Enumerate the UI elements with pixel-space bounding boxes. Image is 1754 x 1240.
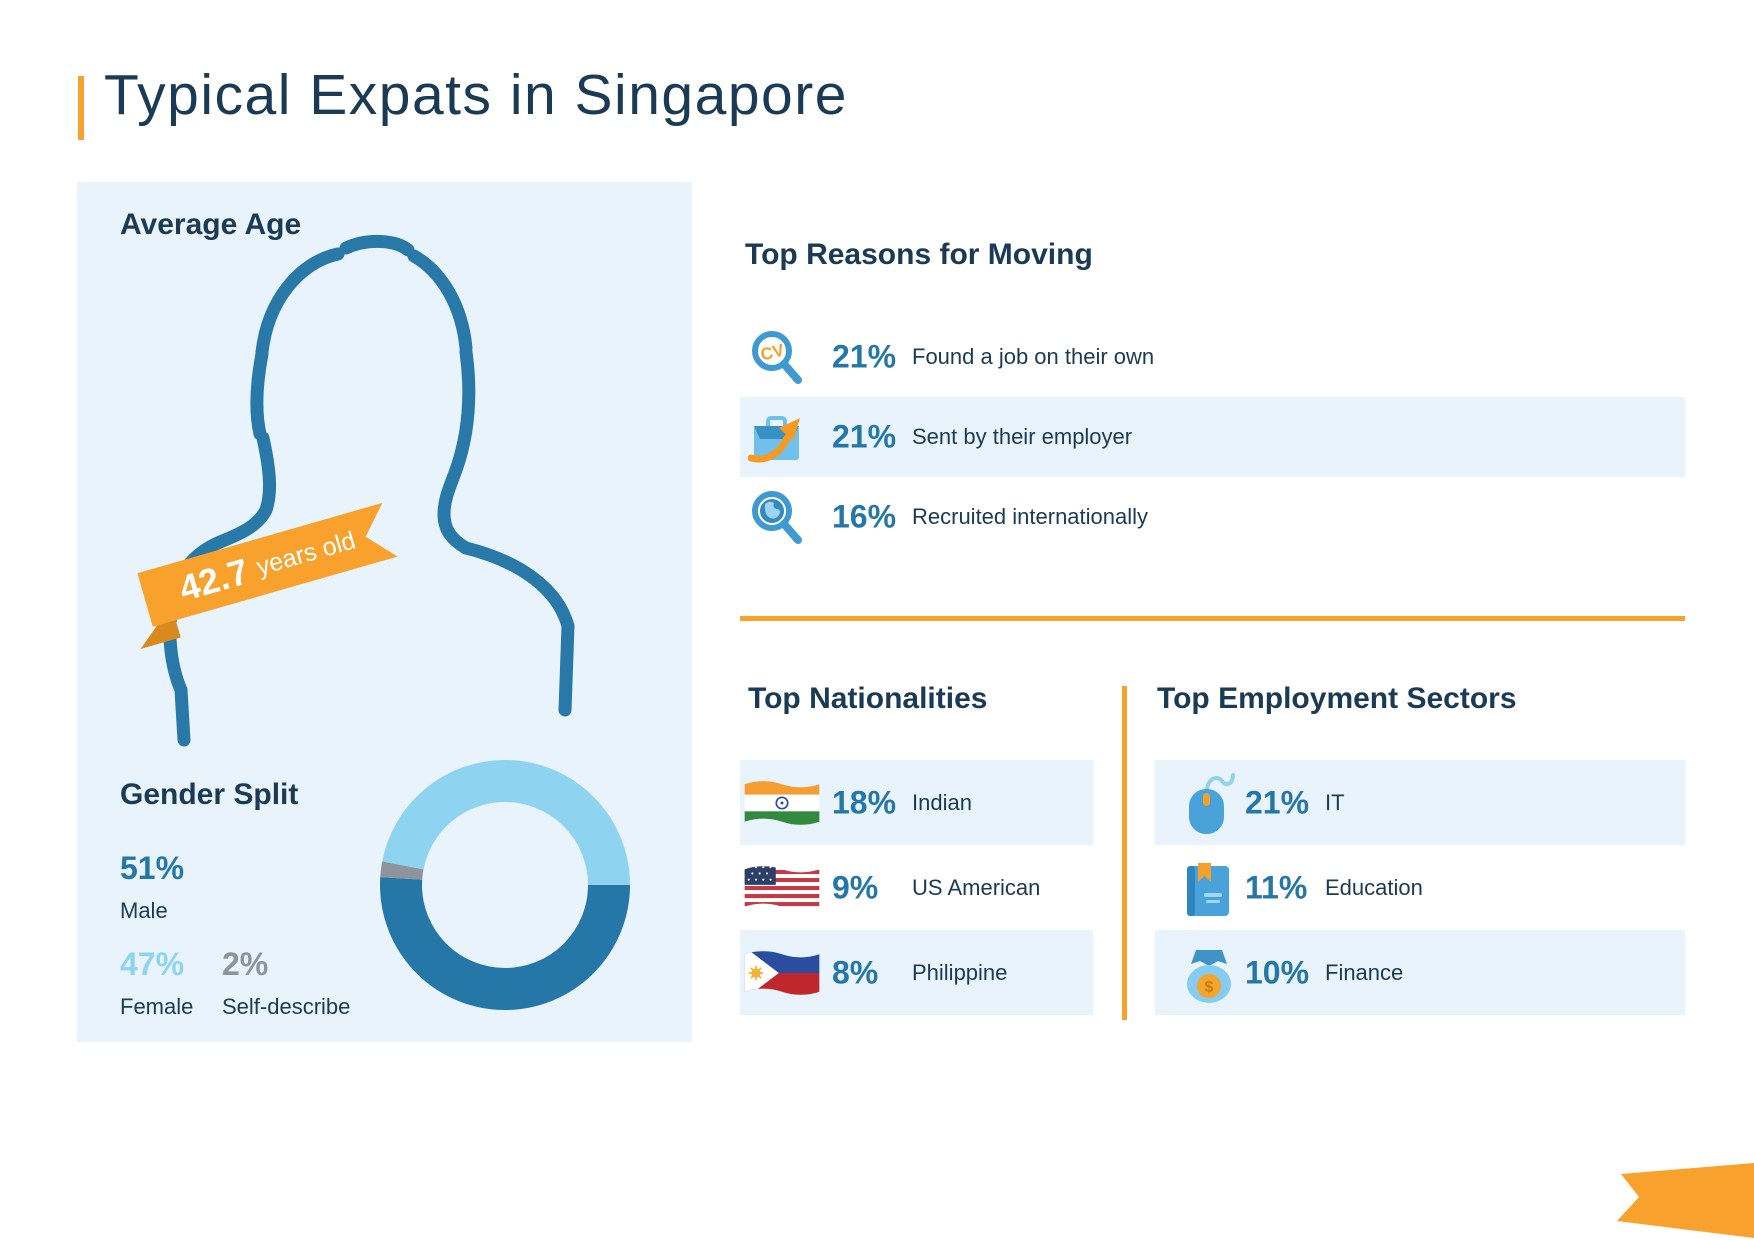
person-silhouette-icon [163,234,575,747]
sector-label: IT [1325,789,1345,815]
sector-percentage: 10% [1245,954,1310,990]
reason-row: CV 21% Found a job on their own [740,317,1685,397]
india-flag-icon [744,780,820,825]
average-age-heading: Average Age [120,208,302,241]
svg-text:$: $ [1205,979,1214,996]
sectors-heading: Top Employment Sectors [1157,682,1517,715]
female-percentage: 47% [120,946,185,982]
reason-label: Found a job on their own [912,344,1155,369]
reason-label: Sent by their employer [912,424,1133,449]
briefcase-arrow-icon [748,416,800,463]
vertical-divider [1122,686,1127,1020]
computer-mouse-icon [1189,772,1235,834]
nationality-percentage: 18% [832,784,897,820]
us-flag-icon [744,865,820,910]
sector-label: Finance [1325,959,1404,985]
gender-split-heading: Gender Split [120,778,299,811]
reason-percentage: 21% [832,418,897,455]
nationality-label: US American [912,874,1041,900]
male-label: Male [120,898,168,923]
donut-segment-female [380,760,630,1010]
reason-label: Recruited internationally [912,504,1149,529]
self-describe-label: Self-describe [222,994,351,1019]
female-label: Female [120,994,194,1019]
sector-row: $ 10% Finance [1155,930,1685,1015]
self-describe-percentage: 2% [222,946,269,982]
nationality-percentage: 9% [832,869,879,905]
reasons-heading: Top Reasons for Moving [745,238,1093,271]
reason-percentage: 16% [832,498,897,535]
gender-split-donut-chart [380,760,630,1010]
cv-search-icon: CV [752,331,802,384]
sector-row: 21% IT [1155,760,1685,845]
reason-percentage: 21% [832,338,897,375]
nationality-percentage: 8% [832,954,879,990]
nationality-row: 18% Indian [740,760,1093,845]
money-bag-icon: $ [1187,949,1231,1003]
male-percentage: 51% [120,850,185,886]
average-age-value: 42.7 [174,550,254,610]
sector-row: 11% Education [1155,845,1685,930]
nationalities-heading: Top Nationalities [748,682,988,715]
nationality-row: 8% Philippine [740,930,1093,1015]
page-title: Typical Expats in Singapore [104,63,848,127]
sector-percentage: 21% [1245,784,1310,820]
corner-ribbon [1617,1163,1754,1238]
sector-label: Education [1325,874,1423,900]
nationality-label: Indian [912,789,972,815]
horizontal-divider [740,616,1685,621]
nationality-label: Philippine [912,959,1008,985]
reason-row: 16% Recruited internationally [740,477,1685,557]
reason-row: 21% Sent by their employer [740,397,1685,477]
book-icon [1187,862,1229,916]
title-accent-bar [78,76,84,140]
sector-percentage: 11% [1245,869,1308,905]
globe-search-icon [752,491,802,544]
nationality-row: 9% US American [740,845,1093,930]
average-age-panel: Average Age 42.7 years old Gender Split … [77,182,692,1042]
philippines-flag-icon [744,950,820,995]
